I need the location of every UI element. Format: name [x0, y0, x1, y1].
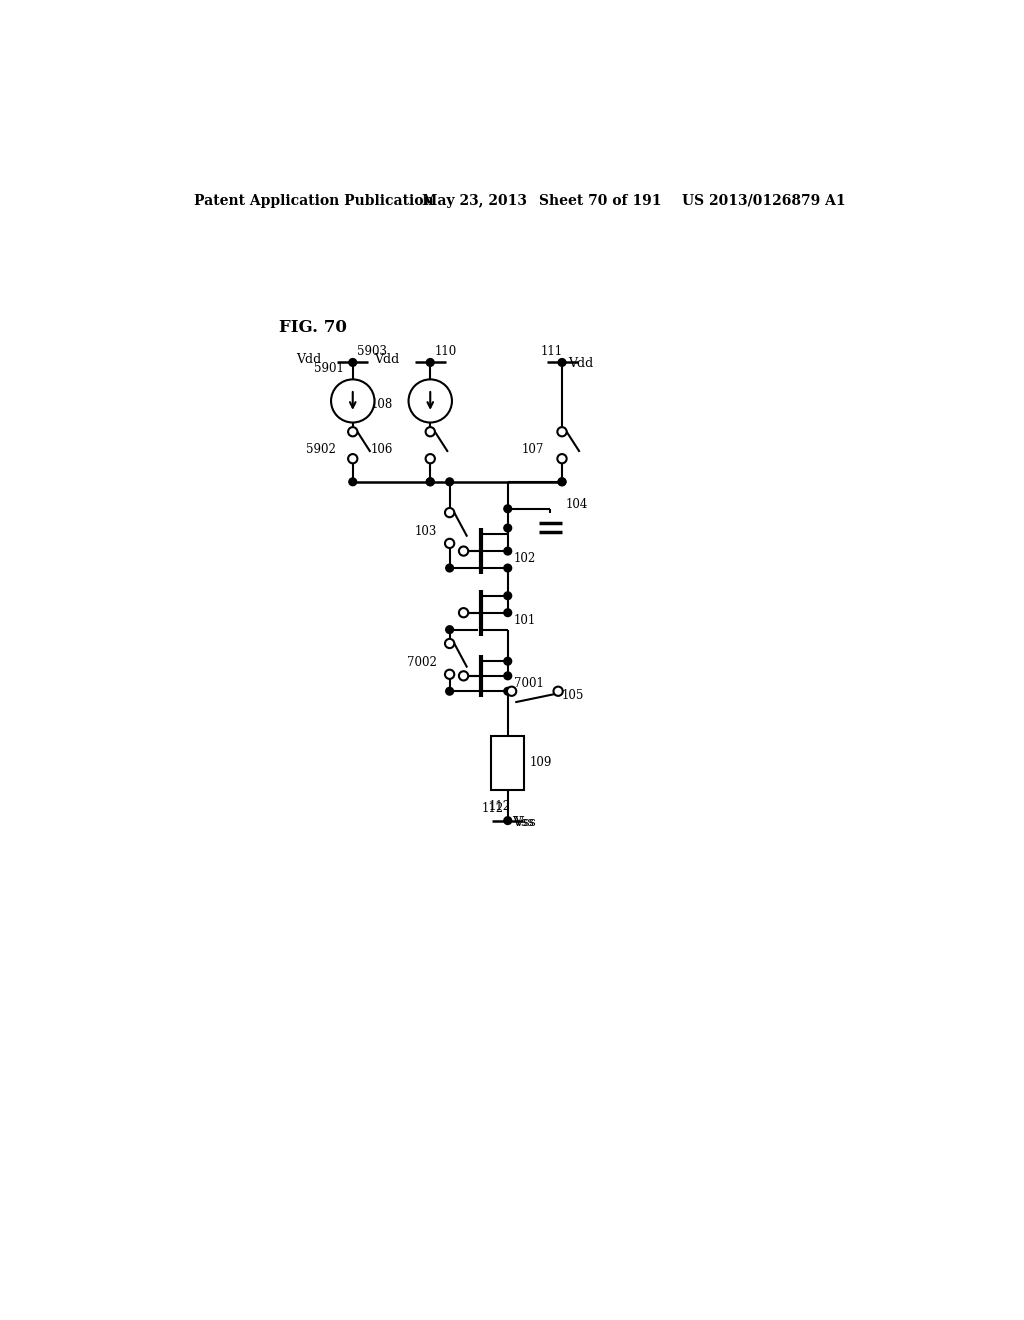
- Bar: [492, 737, 524, 789]
- Text: 112: 112: [488, 800, 511, 813]
- Circle shape: [426, 428, 435, 437]
- Circle shape: [445, 539, 455, 548]
- Circle shape: [504, 657, 512, 665]
- Circle shape: [445, 564, 454, 572]
- Text: FIG. 70: FIG. 70: [280, 319, 347, 337]
- Text: US 2013/0126879 A1: US 2013/0126879 A1: [682, 194, 846, 207]
- Text: 7001: 7001: [514, 677, 544, 690]
- Text: 107: 107: [521, 442, 544, 455]
- Circle shape: [445, 626, 454, 634]
- Circle shape: [504, 564, 512, 572]
- Text: Sheet 70 of 191: Sheet 70 of 191: [539, 194, 662, 207]
- Text: 112: 112: [481, 801, 504, 814]
- Text: 5901: 5901: [314, 362, 344, 375]
- Text: 109: 109: [529, 756, 552, 770]
- Text: 5903: 5903: [356, 345, 387, 358]
- Text: 5902: 5902: [306, 442, 336, 455]
- Circle shape: [445, 669, 455, 678]
- Text: 102: 102: [514, 552, 537, 565]
- Circle shape: [349, 478, 356, 486]
- Circle shape: [445, 688, 454, 696]
- Circle shape: [558, 478, 566, 486]
- Text: 108: 108: [371, 399, 393, 412]
- Text: Vdd: Vdd: [374, 352, 399, 366]
- Circle shape: [504, 688, 512, 696]
- Text: Vss: Vss: [514, 816, 536, 829]
- Circle shape: [504, 504, 512, 512]
- Text: 111: 111: [541, 345, 562, 358]
- Circle shape: [504, 672, 512, 680]
- Circle shape: [445, 639, 455, 648]
- Circle shape: [445, 478, 454, 486]
- Circle shape: [459, 546, 468, 556]
- Circle shape: [426, 478, 434, 486]
- Circle shape: [504, 548, 512, 554]
- Circle shape: [504, 591, 512, 599]
- Circle shape: [459, 672, 468, 681]
- Text: 106: 106: [371, 442, 393, 455]
- Circle shape: [426, 478, 434, 486]
- Circle shape: [331, 379, 375, 422]
- Text: 103: 103: [415, 525, 437, 539]
- Text: Vss: Vss: [512, 816, 534, 829]
- Circle shape: [554, 686, 563, 696]
- Text: 7002: 7002: [407, 656, 437, 669]
- Text: 105: 105: [562, 689, 585, 702]
- Circle shape: [426, 454, 435, 463]
- Circle shape: [445, 508, 455, 517]
- Circle shape: [504, 524, 512, 532]
- Circle shape: [507, 686, 516, 696]
- Text: Vdd: Vdd: [568, 358, 594, 371]
- Circle shape: [504, 817, 512, 825]
- Text: 104: 104: [566, 499, 588, 511]
- Circle shape: [348, 428, 357, 437]
- Circle shape: [504, 609, 512, 616]
- Text: Vdd: Vdd: [297, 352, 322, 366]
- Circle shape: [558, 359, 566, 367]
- Circle shape: [426, 359, 434, 367]
- Circle shape: [348, 454, 357, 463]
- Circle shape: [459, 609, 468, 618]
- Text: Patent Application Publication: Patent Application Publication: [194, 194, 433, 207]
- Text: May 23, 2013: May 23, 2013: [423, 194, 527, 207]
- Circle shape: [409, 379, 452, 422]
- Circle shape: [558, 478, 566, 486]
- Circle shape: [349, 359, 356, 367]
- Circle shape: [557, 428, 566, 437]
- Text: 101: 101: [514, 614, 537, 627]
- Text: 110: 110: [434, 345, 457, 358]
- Circle shape: [557, 454, 566, 463]
